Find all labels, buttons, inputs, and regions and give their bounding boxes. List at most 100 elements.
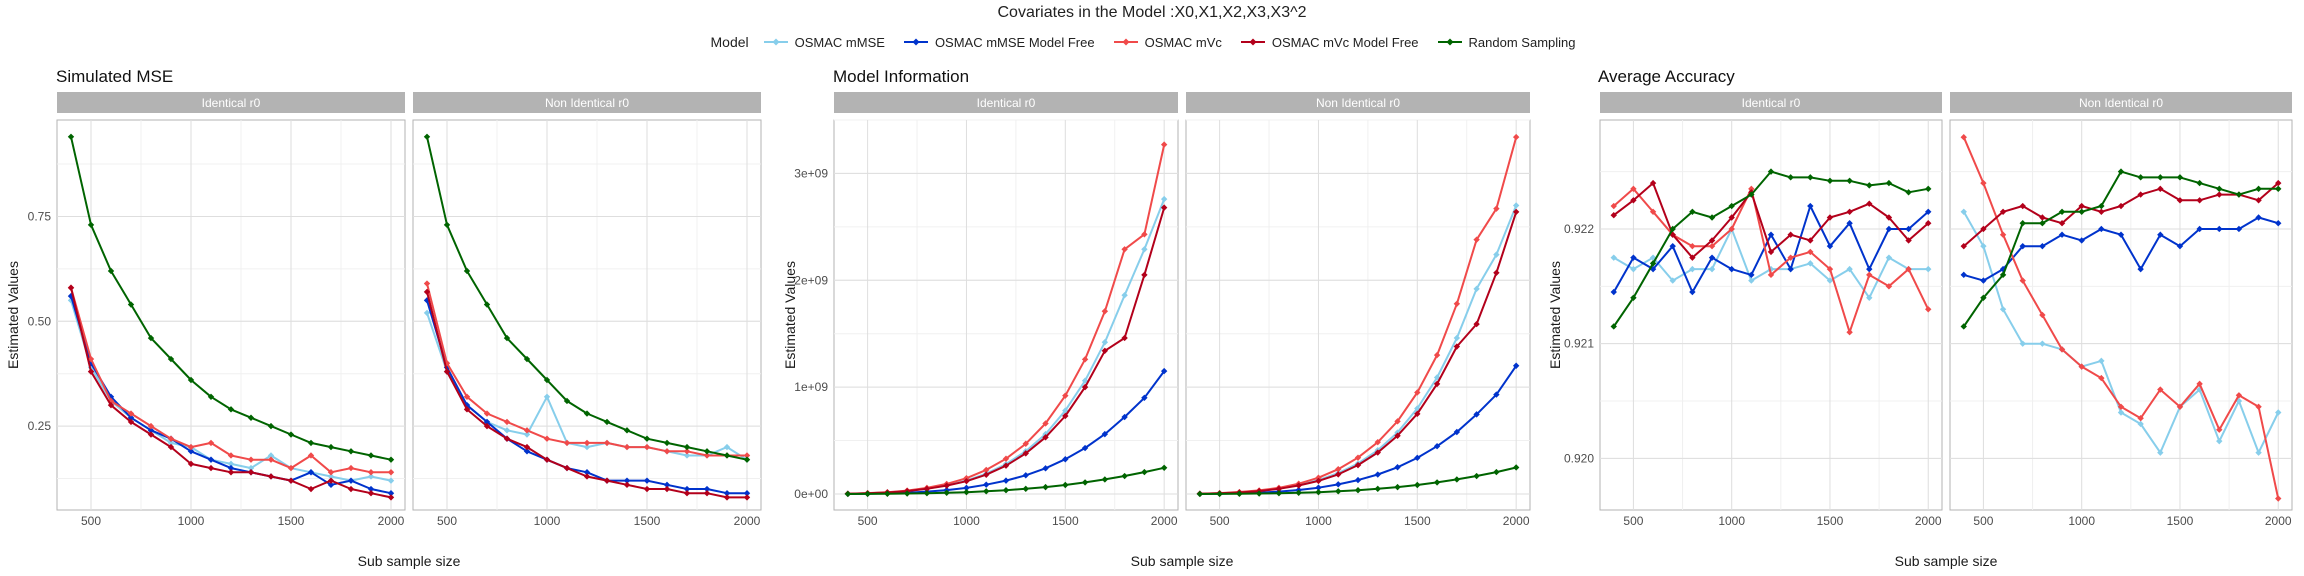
data-point [543,376,551,384]
data-point [1866,182,1873,189]
data-point [623,443,631,451]
data-point [2196,225,2203,233]
data-point [1473,411,1480,418]
series-osmac-mvc-model-free [1196,208,1520,497]
x-tick-label: 2000 [1151,514,1178,528]
data-point [603,439,611,447]
data-point [1826,214,1834,221]
data-point [1960,271,1967,279]
data-point [603,477,611,484]
data-point [1354,487,1362,494]
data-point [2078,208,2085,215]
data-point [2196,179,2203,187]
data-point [1374,438,1381,446]
data-point [1925,208,1932,215]
data-point [387,490,395,497]
data-point [227,460,235,468]
data-point [623,477,631,484]
data-point [1022,485,1029,493]
data-point [2176,197,2184,204]
x-tick-label: 2000 [378,514,405,528]
data-point [247,464,255,472]
data-point [2078,363,2085,370]
y-tick-label: 0.50 [28,314,52,328]
data-point [1493,251,1500,258]
data-point [347,477,355,484]
data-point [2176,242,2184,250]
data-point [663,485,671,493]
data-point [443,368,451,375]
facet-panel [1599,119,1943,511]
data-point [2117,168,2125,175]
data-point [1708,237,1716,244]
series-osmac-mvc-model-free [1960,179,2282,250]
x-tick-label: 1000 [1718,514,1745,528]
facet-strip-label: Identical r0 [977,96,1036,110]
data-point [1042,483,1049,491]
data-point [523,431,531,438]
series-random-sampling [1610,168,1932,330]
chart-average-accuracy: Average Accuracy Estimated Values 0.920 0.9… [1547,67,2293,569]
data-point [1885,179,1893,187]
data-point [1101,308,1109,315]
data-point [207,456,215,463]
series-osmac-mmse-model-free [1960,214,2282,284]
data-point [2078,202,2085,210]
data-point [1081,377,1089,384]
data-point [1610,212,1617,219]
x-tick-label: 1500 [1817,514,1844,528]
legend-label-osmac-mmse-model-free: OSMAC mMSE Model Free [934,34,1095,50]
series-random-sampling [1960,168,2282,330]
data-point [1160,204,1168,211]
data-point [327,473,335,480]
data-point [1728,202,1735,210]
facet-strip [1600,92,1942,113]
facet-strip-label: Non Identical r0 [1316,96,1400,110]
data-point [543,456,551,463]
data-point [1022,440,1029,447]
data-point [2039,220,2046,227]
data-point [703,448,711,455]
data-point [2255,197,2262,204]
x-tick-label: 1000 [2068,514,2095,528]
data-point [1433,443,1441,450]
data-point [1748,277,1755,284]
y-tick-label: 1e+09 [794,380,828,394]
data-point [523,427,531,434]
data-point [1925,265,1932,273]
x-tick-label: 1000 [178,514,205,528]
data-point [2117,202,2125,210]
data-point [147,431,155,438]
data-point [2117,403,2125,410]
data-point [623,481,631,489]
x-tick-label: 2000 [2265,514,2292,528]
data-point [2137,174,2144,181]
data-point [1925,306,1932,313]
data-point [1708,214,1716,221]
data-point [1335,471,1342,478]
data-point [307,485,315,493]
data-point [2157,174,2164,181]
data-point [963,488,970,496]
data-point [643,443,651,451]
data-point [307,452,315,459]
data-point [2255,214,2262,221]
data-point [2117,409,2125,416]
data-point [723,443,731,451]
data-point [1062,456,1069,463]
facet-identical-r0: Identical r0 500 1000 1500 2000 [1599,92,1943,528]
data-point [1630,254,1637,261]
data-point [1846,265,1853,273]
x-tick-label: 500 [437,514,457,528]
data-point [1062,412,1069,420]
data-point [1728,265,1735,273]
data-point [227,469,235,476]
data-point [1493,468,1500,476]
data-point [1826,277,1834,284]
data-point [1374,485,1381,493]
series-osmac-mvc-model-free [423,288,751,501]
x-tick-label: 2000 [1915,514,1942,528]
data-point [1925,185,1932,193]
data-point [1610,202,1617,210]
data-point [1866,200,1873,207]
